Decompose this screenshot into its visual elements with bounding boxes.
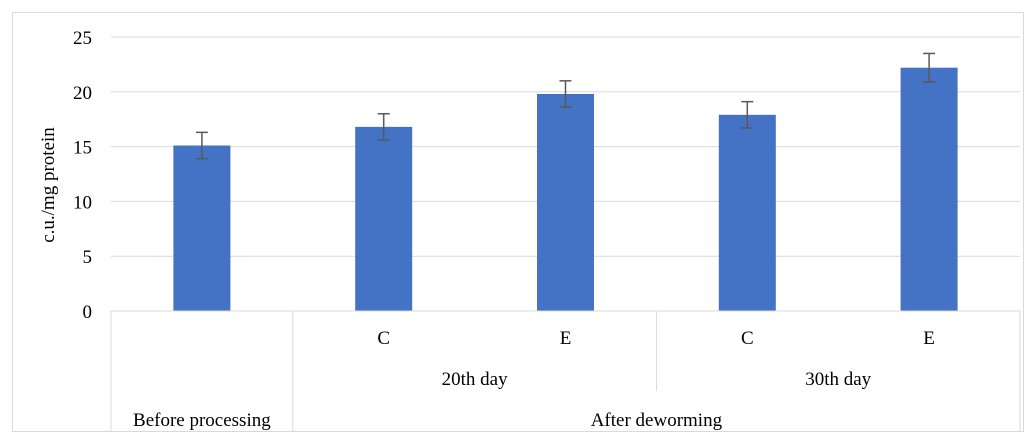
x-group-label: 30th day	[805, 369, 871, 390]
bar	[173, 145, 231, 311]
bar	[718, 114, 776, 311]
y-tick-label: 10	[73, 192, 92, 213]
x-tick-label: E	[560, 328, 572, 349]
x-axis: C E C E 20th day 30th day Before processing Aft…	[110, 310, 1021, 431]
y-tick-label: 0	[83, 302, 93, 323]
y-tick-label: 5	[83, 247, 93, 268]
x-tick-label: C	[377, 328, 390, 349]
x-category-label: After deworming	[591, 410, 723, 431]
y-axis-tick-labels: 0 5 10 15 20 25	[73, 28, 92, 323]
x-tick-label: C	[741, 328, 754, 349]
y-tick-label: 20	[73, 83, 92, 104]
bar	[900, 67, 958, 311]
y-tick-label: 25	[73, 28, 92, 49]
x-category-label: Before processing	[133, 410, 271, 431]
x-group-label: 20th day	[442, 369, 508, 390]
chart-frame	[12, 12, 1024, 432]
bar	[537, 93, 594, 311]
error-bars	[195, 52, 936, 160]
bar	[355, 126, 413, 311]
bars	[173, 67, 958, 311]
y-axis-label: c.u./mg protein	[38, 127, 59, 243]
y-tick-label: 15	[73, 138, 92, 159]
x-tick-label: E	[923, 328, 935, 349]
